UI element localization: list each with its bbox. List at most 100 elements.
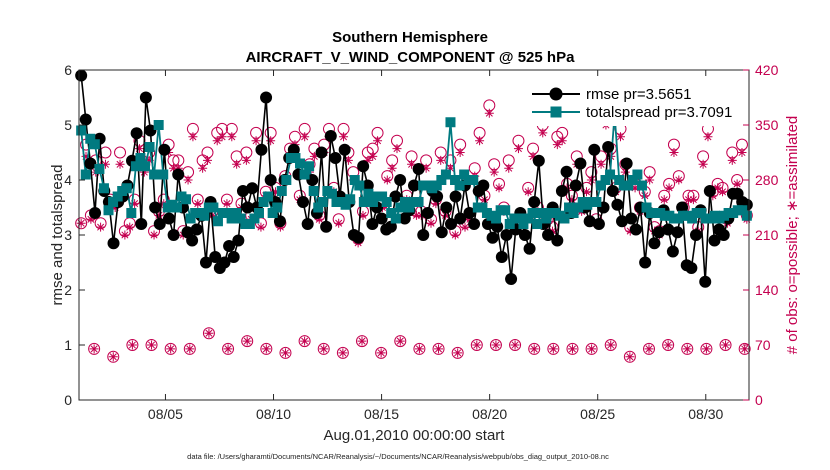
obs-assimilated-marker [688,195,698,205]
rmse-point [588,143,601,156]
obs-assimilated-marker [202,155,212,165]
rmse-point [162,212,175,225]
totalspread-point [450,175,461,185]
obs-possible-marker [114,146,127,159]
obs-assimilated-marker [125,222,135,232]
obs-assimilated-marker [721,340,731,350]
obs-assimilated-marker [204,328,214,338]
chart-subtitle: AIRCRAFT_V_WIND_COMPONENT @ 525 hPa [246,49,576,66]
totalspread-point [632,169,643,180]
obs-assimilated-marker [242,336,252,346]
obs-possible-marker [298,335,311,348]
obs-assimilated-marker [407,159,417,169]
totalspread-point [313,202,324,213]
obs-assimilated-marker [472,340,482,350]
totalspread-point [308,186,319,196]
rmse-point [574,157,587,170]
totalspread-point [404,202,415,213]
totalspread-point [171,202,182,213]
obs-assimilated-marker [127,340,137,350]
totalspread-point [153,120,164,130]
totalspread-point [600,175,611,185]
y-tick-label: 4 [64,172,72,188]
totalspread-point [249,213,260,224]
obs-assimilated-marker [222,199,232,209]
rmse-point [89,207,102,219]
rmse-point [338,143,351,156]
totalspread-point [468,175,479,185]
totalspread-point [80,169,91,180]
totalspread-point [126,208,137,218]
y-tick-label: 2 [64,282,72,298]
legend: rmse pr=3.5651 totalspread pr=3.7091 [526,78,732,126]
obs-assimilated-marker [567,344,577,354]
rmse-point [486,231,499,244]
rmse-point [209,251,222,263]
y-axis-label: rmse and totalspread [49,165,66,306]
rmse-point [592,218,605,230]
obs-assimilated-marker [504,163,514,173]
totalspread-point [326,188,337,199]
obs-assimilated-marker [630,183,640,193]
obs-assimilated-marker [266,136,276,146]
rmse-point [232,234,245,247]
totalspread-point [431,180,442,191]
series-layer [75,69,753,288]
totalspread-point [527,208,538,218]
rmse-point [199,256,212,269]
totalspread-point [263,191,274,202]
totalspread-point [212,216,223,227]
totalspread-point [377,191,388,202]
obs-possible-marker [375,346,388,359]
obs-assimilated-marker [581,187,591,197]
totalspread-point [281,175,292,185]
totalspread-point [108,197,119,207]
obs-assimilated-marker [682,344,692,354]
rmse-point [611,198,624,211]
legend-spread-marker [550,106,562,118]
rmse-point [384,220,397,233]
obs-assimilated-marker [494,183,504,193]
x-tick-label: 08/15 [364,406,399,422]
totalspread-point [568,208,579,218]
totalspread-point [158,169,169,180]
rmse-point [264,174,277,186]
obs-assimilated-marker [557,136,567,146]
obs-possible-marker [88,342,101,355]
obs-assimilated-marker [300,132,310,142]
obs-assimilated-marker [491,340,501,350]
obs-assimilated-marker [223,344,233,354]
totalspread-point [504,219,515,229]
obs-assimilated-marker [484,108,494,118]
rmse-point [435,226,448,239]
obs-assimilated-marker [616,132,626,142]
obs-assimilated-marker [445,163,455,173]
rmse-point [167,229,180,241]
rmse-point [551,234,564,247]
rmse-point [352,231,365,244]
totalspread-point [231,208,242,218]
obs-assimilated-marker [183,175,193,185]
totalspread-point [536,208,547,218]
rmse-point [653,226,666,239]
totalspread-point [295,158,306,169]
rmse-point [218,256,231,269]
rmse-point [454,212,467,225]
rmse-point [301,218,314,230]
rmse-point [236,185,249,197]
obs-possible-marker [202,327,215,340]
obs-assimilated-marker [376,348,386,358]
obs-possible-marker [566,342,579,355]
obs-assimilated-marker [732,179,742,189]
obs-assimilated-marker [115,159,125,169]
rmse-point [676,201,689,214]
totalspread-point [130,161,141,172]
obs-possible-marker [643,342,656,355]
obs-possible-marker [738,342,751,355]
obs-assimilated-marker [110,203,120,212]
obs-assimilated-marker [392,144,402,154]
totalspread-point [272,202,283,213]
rmse-point [357,160,370,173]
rmse-point [703,185,716,197]
